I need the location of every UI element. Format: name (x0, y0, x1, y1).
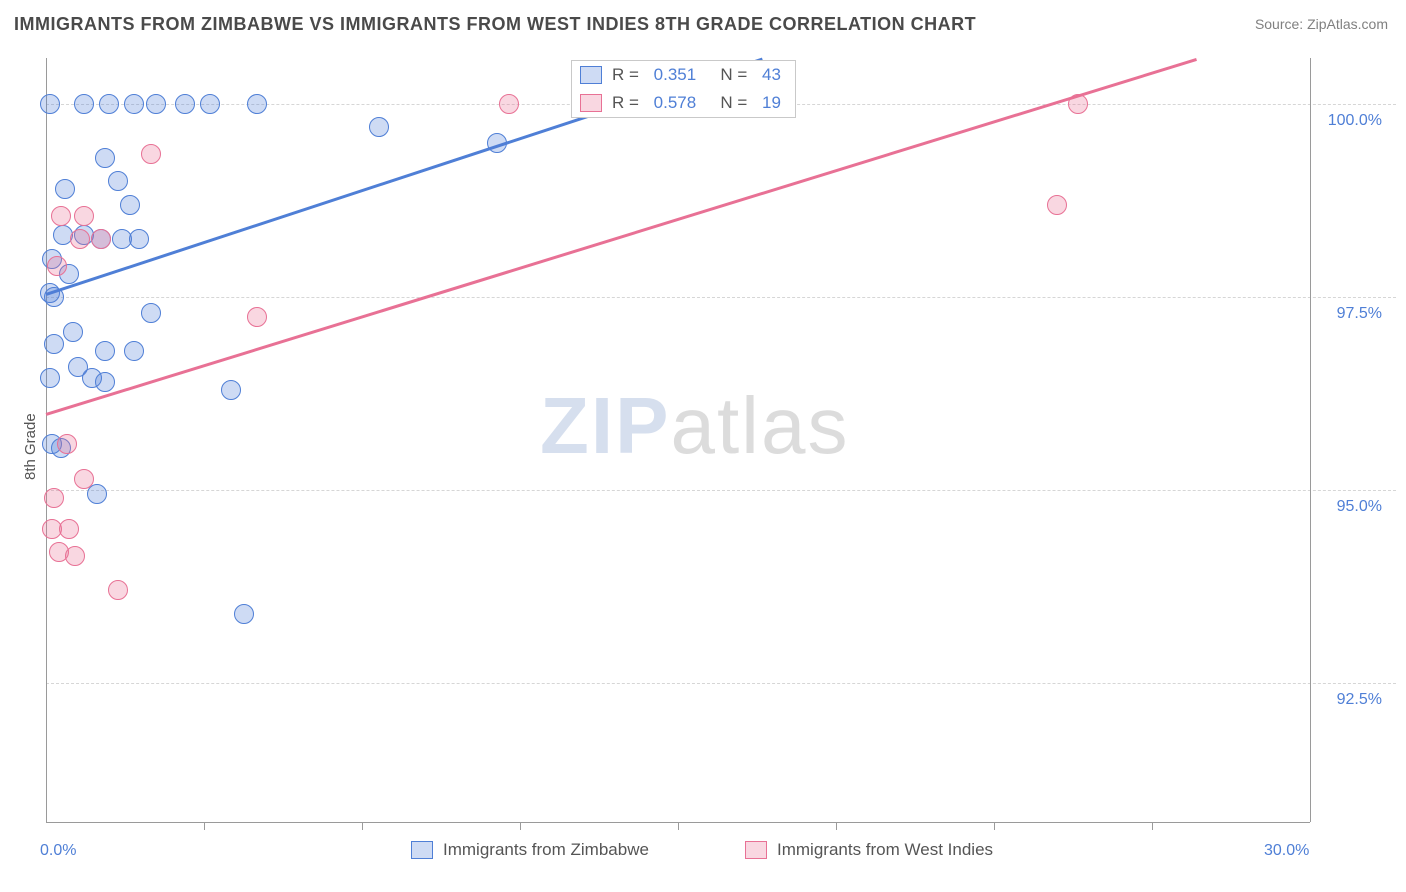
data-point (141, 144, 161, 164)
legend-n-value: 43 (762, 65, 781, 85)
data-point (95, 341, 115, 361)
data-point (44, 334, 64, 354)
data-point (74, 206, 94, 226)
legend-swatch (411, 841, 433, 859)
data-point (95, 148, 115, 168)
data-point (1047, 195, 1067, 215)
x-tick-label: 0.0% (40, 842, 76, 860)
y-tick-label: 95.0% (1337, 498, 1382, 516)
data-point (108, 171, 128, 191)
data-point (247, 307, 267, 327)
chart-container: IMMIGRANTS FROM ZIMBABWE VS IMMIGRANTS F… (0, 0, 1406, 892)
x-tick (362, 822, 363, 830)
data-point (87, 484, 107, 504)
series-legend-item: Immigrants from West Indies (745, 840, 993, 860)
data-point (175, 94, 195, 114)
right-axis-line (1310, 58, 1311, 822)
x-tick (994, 822, 995, 830)
legend-r-label: R = (612, 93, 644, 113)
data-point (146, 94, 166, 114)
y-tick-label: 97.5% (1337, 305, 1382, 323)
legend-swatch (745, 841, 767, 859)
data-point (74, 94, 94, 114)
data-point (99, 94, 119, 114)
data-point (120, 195, 140, 215)
y-axis-label: 8th Grade (22, 413, 39, 480)
correlation-legend: R = 0.351 N = 43R = 0.578 N = 19 (571, 60, 796, 118)
data-point (47, 256, 67, 276)
data-point (40, 94, 60, 114)
chart-title: IMMIGRANTS FROM ZIMBABWE VS IMMIGRANTS F… (14, 14, 976, 35)
legend-label: Immigrants from Zimbabwe (443, 840, 649, 860)
data-point (40, 368, 60, 388)
gridline (46, 683, 1396, 684)
legend-swatch (580, 66, 602, 84)
data-point (369, 117, 389, 137)
x-tick-label: 30.0% (1264, 842, 1309, 860)
data-point (247, 94, 267, 114)
data-point (487, 133, 507, 153)
data-point (65, 546, 85, 566)
data-point (55, 179, 75, 199)
data-point (59, 519, 79, 539)
x-tick (520, 822, 521, 830)
gridline (46, 297, 1396, 298)
data-point (129, 229, 149, 249)
legend-row: R = 0.351 N = 43 (572, 61, 795, 89)
legend-row: R = 0.578 N = 19 (572, 89, 795, 117)
legend-swatch (580, 94, 602, 112)
legend-n-label: N = (706, 93, 752, 113)
data-point (63, 322, 83, 342)
y-tick-label: 100.0% (1328, 112, 1382, 130)
legend-label: Immigrants from West Indies (777, 840, 993, 860)
x-tick (836, 822, 837, 830)
data-point (44, 488, 64, 508)
legend-r-label: R = (612, 65, 644, 85)
data-point (57, 434, 77, 454)
data-point (44, 287, 64, 307)
legend-r-value: 0.578 (654, 93, 697, 113)
data-point (124, 94, 144, 114)
data-point (221, 380, 241, 400)
plot-area (46, 58, 1310, 822)
data-point (1068, 94, 1088, 114)
series-legend-item: Immigrants from Zimbabwe (411, 840, 649, 860)
data-point (200, 94, 220, 114)
data-point (234, 604, 254, 624)
gridline (46, 490, 1396, 491)
legend-n-value: 19 (762, 93, 781, 113)
data-point (51, 206, 71, 226)
source-prefix: Source: (1255, 16, 1307, 32)
data-point (141, 303, 161, 323)
source-link[interactable]: ZipAtlas.com (1307, 16, 1388, 32)
x-tick (678, 822, 679, 830)
data-point (108, 580, 128, 600)
data-point (95, 372, 115, 392)
x-tick (204, 822, 205, 830)
legend-r-value: 0.351 (654, 65, 697, 85)
y-tick-label: 92.5% (1337, 691, 1382, 709)
data-point (91, 229, 111, 249)
data-point (74, 469, 94, 489)
legend-n-label: N = (706, 65, 752, 85)
data-point (70, 229, 90, 249)
data-point (499, 94, 519, 114)
data-point (124, 341, 144, 361)
x-tick (1152, 822, 1153, 830)
source-credit: Source: ZipAtlas.com (1255, 16, 1388, 32)
